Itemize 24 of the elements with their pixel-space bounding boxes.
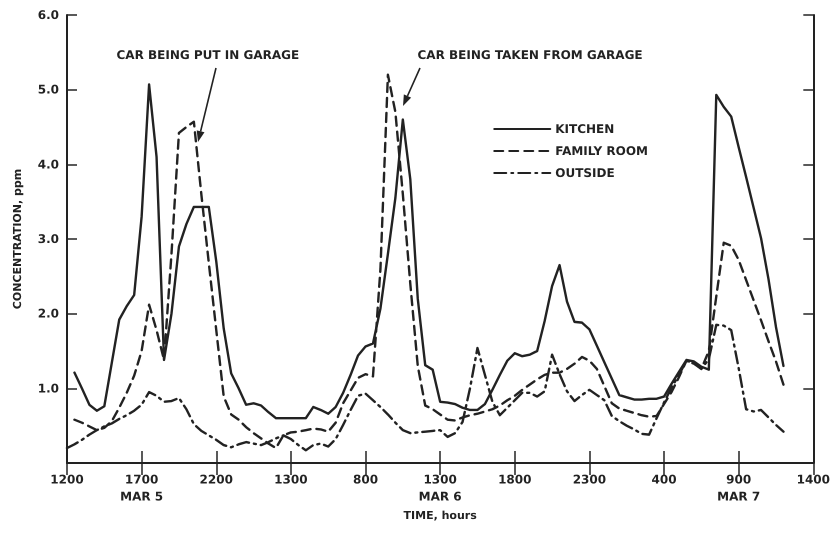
legend-label: KITCHEN bbox=[555, 122, 614, 136]
y-tick-label: 5.0 bbox=[38, 82, 59, 97]
x-tick-label: 1800 bbox=[498, 472, 532, 486]
x-tick-label: 900 MAR 7 bbox=[717, 472, 760, 504]
x-axis-title: TIME, hours bbox=[404, 509, 478, 522]
y-tick-label: 1.0 bbox=[38, 381, 59, 396]
x-tick-label: 1300 MAR 6 bbox=[418, 472, 462, 504]
legend-label: OUTSIDE bbox=[555, 166, 615, 180]
legend-label: FAMILY ROOM bbox=[555, 144, 648, 158]
y-axis-title: CONCENTRATION, ppm bbox=[11, 168, 24, 310]
x-tick-label: 1300 bbox=[274, 472, 308, 486]
x-tick-label: 1700 MAR 5 bbox=[120, 472, 164, 504]
x-tick-label: 1200 bbox=[50, 472, 84, 486]
y-tick-label: 6.0 bbox=[38, 8, 59, 22]
annotation: CAR BEING TAKEN FROM GARAGE bbox=[418, 48, 643, 62]
x-tick-label: 2300 bbox=[572, 472, 606, 486]
x-tick-label: 2200 bbox=[200, 472, 233, 486]
annotation: CAR BEING PUT IN GARAGE bbox=[116, 48, 300, 62]
y-tick-label: 2.0 bbox=[38, 306, 59, 321]
x-tick-label: 1400 bbox=[796, 472, 830, 486]
y-tick-label: 4.0 bbox=[38, 157, 59, 172]
y-tick-label: 3.0 bbox=[38, 232, 59, 246]
x-tick-label: 800 bbox=[352, 472, 378, 486]
x-tick-label: 400 bbox=[652, 472, 677, 486]
